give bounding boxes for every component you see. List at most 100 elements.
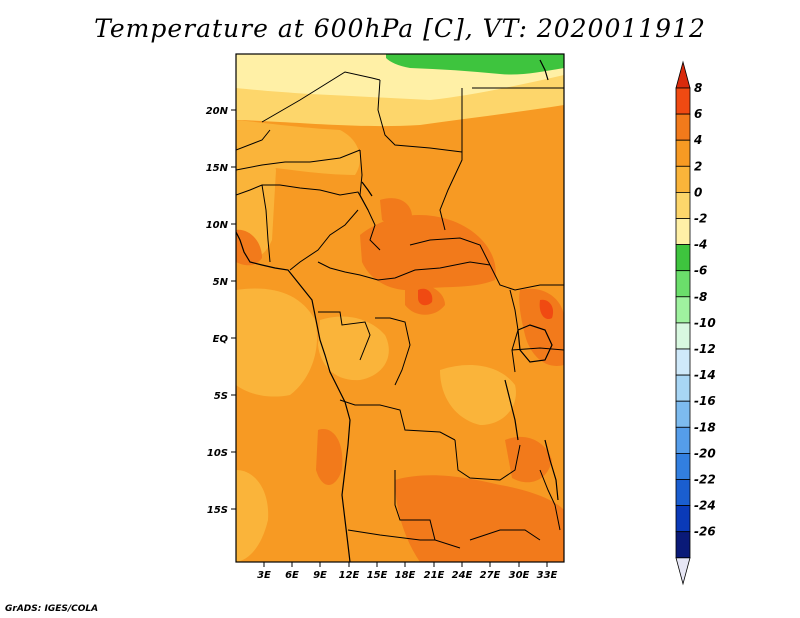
colorbar-cell <box>675 400 691 428</box>
border-drc-zambia <box>454 439 521 481</box>
field-warm-east <box>440 365 516 425</box>
grads-credit: GrADS: IGES/COLA <box>5 604 99 614</box>
field-hot-car <box>360 215 496 291</box>
coast-lake-malawi <box>544 439 559 501</box>
lon-tick-label: 18E <box>395 570 416 581</box>
colorbar-cell <box>675 139 691 167</box>
colorbar-label: -6 <box>694 264 707 278</box>
colorbar-cell <box>675 374 691 402</box>
colorbar-label: -12 <box>694 342 716 356</box>
colorbar-cell <box>675 452 691 480</box>
colorbar-cell <box>675 531 691 559</box>
lat-tick-labels: 20N 15N 10N 5N EQ 5S 10S 15S <box>206 106 229 516</box>
coast-lake-chad <box>361 181 373 197</box>
colorbar-label: -18 <box>694 420 716 434</box>
colorbar-label: 0 <box>694 185 702 199</box>
border-niger-south <box>236 149 361 171</box>
border-cameroon-nigeria <box>289 209 359 271</box>
coast-lake-tanganyika <box>504 379 519 441</box>
colorbar-top-triangle <box>675 60 691 89</box>
border-cameroon-car <box>317 261 379 281</box>
colorbar-bottom-triangle <box>675 557 691 586</box>
colorbar-label: 2 <box>694 159 702 173</box>
lat-tick-label: 5S <box>214 391 228 402</box>
field-green-strip <box>386 54 564 75</box>
lon-tick-label: 3E <box>257 570 271 581</box>
colorbar-cell <box>675 270 691 298</box>
colorbar-cell <box>675 296 691 324</box>
border-benin <box>261 184 271 263</box>
map-frame <box>235 53 565 563</box>
border-sudan-west <box>439 88 463 231</box>
colorbar-cell <box>675 244 691 272</box>
border-drc-angola <box>339 399 456 441</box>
colorbar-label: -22 <box>694 473 716 487</box>
temperature-field <box>236 54 564 562</box>
colorbar: 8 6 4 2 0 -2 -4 -6 -8 -10 -12 -14 -16 -18 -20 -22 -24 -26 <box>675 60 716 586</box>
lat-tick-label: 10S <box>207 448 228 459</box>
lat-tick-label: EQ <box>213 334 229 345</box>
colorbar-cell <box>675 348 691 376</box>
field-hottest-center <box>418 288 433 306</box>
border-angola-zambia <box>394 470 461 549</box>
border-algeria-libya <box>261 71 381 123</box>
colorbar-label: -26 <box>694 525 716 539</box>
border-zimbabwe <box>469 529 541 541</box>
border-mali-niger <box>236 129 271 151</box>
lon-tick-label: 33E <box>537 570 558 581</box>
lat-ticks <box>231 109 236 510</box>
coast-gulf-guinea <box>236 231 351 562</box>
lon-tick-label: 12E <box>339 570 360 581</box>
colorbar-label: -16 <box>694 394 716 408</box>
lat-tick-label: 15N <box>206 163 229 174</box>
coast-lake-victoria <box>517 324 553 363</box>
colorbar-cell <box>675 505 691 533</box>
colorbar-label: 8 <box>694 81 702 95</box>
field-hot-north <box>380 198 412 225</box>
colorbar-cell <box>675 322 691 350</box>
field-warm-congo <box>318 316 389 381</box>
field-hot-angola-west <box>316 429 343 485</box>
field-warm-gabon <box>236 288 318 397</box>
lon-tick-label: 15E <box>367 570 388 581</box>
lon-tick-label: 21E <box>424 570 445 581</box>
border-nigeria <box>236 184 369 211</box>
lon-tick-label: 9E <box>313 570 327 581</box>
lon-tick-label: 24E <box>452 570 473 581</box>
border-namibia <box>347 529 435 541</box>
colorbar-label: -24 <box>694 499 716 513</box>
border-car-sudan <box>409 237 491 266</box>
colorbar-label: -2 <box>694 212 707 226</box>
field-hot-lakes <box>519 288 564 366</box>
colorbar-label: -14 <box>694 368 716 382</box>
colorbar-cell <box>675 479 691 507</box>
colorbar-label: 4 <box>693 133 702 147</box>
coastline <box>236 59 559 562</box>
colorbar-label: -20 <box>694 446 716 460</box>
colorbar-label: -10 <box>694 316 716 330</box>
field-hot-west-coast <box>236 229 262 266</box>
border-south-sudan <box>489 264 564 291</box>
lat-tick-label: 20N <box>206 106 229 117</box>
colorbar-label: -4 <box>694 238 707 252</box>
country-borders <box>236 71 564 549</box>
border-gabon <box>318 311 371 361</box>
field-warm-sw <box>236 470 269 562</box>
colorbar-cell <box>675 165 691 193</box>
lat-tick-label: 5N <box>213 277 229 288</box>
lat-tick-label: 15S <box>207 505 228 516</box>
colorbar-cell <box>675 218 691 246</box>
lon-tick-label: 27E <box>480 570 501 581</box>
lon-tick-label: 6E <box>285 570 299 581</box>
border-congo-drc <box>375 317 411 386</box>
border-car-south <box>377 261 491 281</box>
lon-ticks <box>263 562 548 567</box>
colorbar-label: 6 <box>694 107 702 121</box>
border-tanzania <box>511 347 564 351</box>
colorbar-cell <box>675 426 691 454</box>
colorbar-cell <box>675 113 691 141</box>
coast-nile-north <box>539 59 549 81</box>
lon-tick-labels: 3E 6E 9E 12E 15E 18E 21E 24E 27E 30E 33E <box>257 570 557 581</box>
field-hottest-east <box>539 299 554 320</box>
